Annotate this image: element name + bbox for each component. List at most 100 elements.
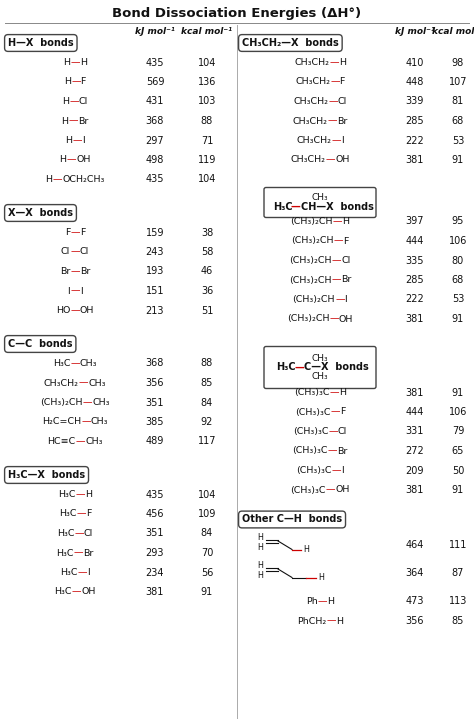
Text: CH₃CH₂: CH₃CH₂ <box>295 77 330 87</box>
Text: H: H <box>63 58 70 67</box>
Text: I: I <box>341 136 344 145</box>
Text: Bond Dissociation Energies (ΔH°): Bond Dissociation Energies (ΔH°) <box>112 7 362 20</box>
Text: H₃C: H₃C <box>57 529 74 538</box>
Text: CH₃CH₂: CH₃CH₂ <box>296 136 331 145</box>
Text: 88: 88 <box>201 116 213 126</box>
Text: 38: 38 <box>201 228 213 237</box>
Text: 111: 111 <box>449 541 467 550</box>
Text: 448: 448 <box>406 77 424 87</box>
Text: Cl: Cl <box>80 247 89 257</box>
Text: CH₃: CH₃ <box>80 359 97 368</box>
Text: (CH₃)₂CH: (CH₃)₂CH <box>292 236 334 246</box>
Text: Br: Br <box>337 116 347 126</box>
Text: OH: OH <box>80 306 94 315</box>
Text: —: — <box>79 379 89 388</box>
Text: HO: HO <box>56 306 70 315</box>
Text: (CH₃)₂CH: (CH₃)₂CH <box>292 295 335 304</box>
Text: —: — <box>334 236 343 246</box>
Text: 56: 56 <box>201 568 213 578</box>
Text: Br: Br <box>80 267 90 276</box>
Text: 50: 50 <box>452 466 464 476</box>
Text: —: — <box>330 77 339 87</box>
Text: (CH₃)₃C: (CH₃)₃C <box>294 388 329 397</box>
Text: (CH₃)₂CH: (CH₃)₂CH <box>289 275 331 284</box>
Text: 381: 381 <box>406 314 424 324</box>
Text: 234: 234 <box>146 568 164 578</box>
Text: CH—X  bonds: CH—X bonds <box>301 202 374 212</box>
Text: H: H <box>339 58 346 67</box>
Text: kJ mol⁻¹: kJ mol⁻¹ <box>395 27 435 35</box>
Text: H₃C: H₃C <box>56 549 74 557</box>
Text: —: — <box>295 362 304 372</box>
Text: 331: 331 <box>406 427 424 437</box>
Text: 151: 151 <box>146 286 164 296</box>
Text: —: — <box>335 295 345 304</box>
Text: CH₃CH₂: CH₃CH₂ <box>44 379 79 388</box>
Text: 79: 79 <box>452 427 464 437</box>
Text: H₃C: H₃C <box>60 568 78 577</box>
Text: —: — <box>332 256 341 265</box>
Text: OH: OH <box>335 486 350 495</box>
Text: C—X  bonds: C—X bonds <box>304 362 369 372</box>
Text: (CH₃)₂CH: (CH₃)₂CH <box>289 256 332 265</box>
Text: H: H <box>257 561 263 570</box>
Text: —: — <box>318 597 327 606</box>
Text: 51: 51 <box>201 306 213 315</box>
Text: H: H <box>46 175 53 184</box>
Text: 70: 70 <box>201 548 213 558</box>
Text: kcal mol⁻¹: kcal mol⁻¹ <box>432 27 474 35</box>
Text: 435: 435 <box>146 489 164 500</box>
Text: —: — <box>69 116 78 126</box>
Text: H₃C: H₃C <box>276 362 296 372</box>
Text: H: H <box>257 543 263 552</box>
Text: H: H <box>60 155 66 165</box>
Text: —: — <box>329 388 339 397</box>
Text: CH₃: CH₃ <box>92 398 110 407</box>
Text: 103: 103 <box>198 96 216 106</box>
Text: CH₃: CH₃ <box>91 417 108 427</box>
Text: 109: 109 <box>198 509 216 519</box>
Text: 91: 91 <box>452 485 464 495</box>
Text: F: F <box>81 77 86 87</box>
Text: —: — <box>330 408 340 416</box>
Text: 293: 293 <box>146 548 164 558</box>
Text: C—C  bonds: C—C bonds <box>8 339 73 349</box>
Text: 272: 272 <box>406 446 424 456</box>
Text: CH₃CH₂: CH₃CH₂ <box>294 58 329 67</box>
Text: H: H <box>318 573 324 582</box>
Text: —: — <box>332 466 341 475</box>
Text: —: — <box>70 359 80 368</box>
Text: 351: 351 <box>146 398 164 408</box>
Text: —: — <box>53 175 62 184</box>
Text: Br: Br <box>341 275 351 284</box>
Text: —: — <box>75 490 85 499</box>
FancyBboxPatch shape <box>264 187 376 218</box>
Text: 106: 106 <box>449 236 467 246</box>
Text: 213: 213 <box>146 306 164 315</box>
Text: H: H <box>336 617 343 625</box>
Text: 339: 339 <box>406 96 424 106</box>
Text: H: H <box>80 58 87 67</box>
Text: 87: 87 <box>452 568 464 578</box>
Text: —: — <box>327 617 336 625</box>
Text: —: — <box>74 549 83 557</box>
Text: 53: 53 <box>452 294 464 304</box>
Text: H: H <box>257 571 263 580</box>
Text: Cl: Cl <box>338 427 347 436</box>
Text: —: — <box>328 116 337 126</box>
Text: 456: 456 <box>146 509 164 519</box>
Text: I: I <box>80 286 82 296</box>
Text: (CH₃)₃C: (CH₃)₃C <box>290 486 326 495</box>
Text: 136: 136 <box>198 77 216 87</box>
Text: —: — <box>70 58 80 67</box>
Text: 444: 444 <box>406 407 424 417</box>
Text: 410: 410 <box>406 58 424 67</box>
Text: 104: 104 <box>198 489 216 500</box>
Text: —: — <box>70 228 80 237</box>
Text: H: H <box>303 545 309 554</box>
Text: Br: Br <box>83 549 94 557</box>
Text: —: — <box>331 275 341 284</box>
Text: Cl: Cl <box>84 529 93 538</box>
Text: HC≡C: HC≡C <box>47 437 76 446</box>
Text: H: H <box>62 97 69 106</box>
